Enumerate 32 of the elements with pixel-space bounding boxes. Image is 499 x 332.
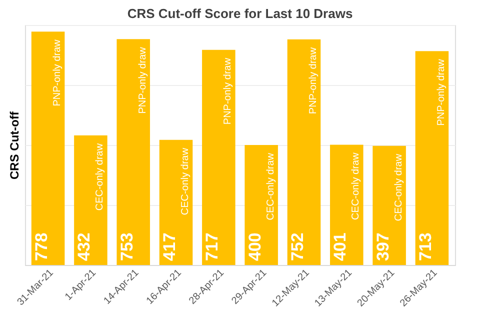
annotation: CEC-only draw	[94, 142, 106, 211]
annotation: CEC-only draw	[265, 152, 276, 220]
annotation: PNP-only draw	[137, 46, 148, 114]
y-axis-title: CRS Cut-off	[8, 110, 22, 180]
annotation: CEC-only draw	[393, 153, 404, 222]
bar	[74, 135, 108, 265]
annotation: PNP-only draw	[52, 38, 64, 106]
data-label: 417	[160, 232, 180, 261]
data-label: 753	[117, 232, 136, 261]
annotation: CEC-only draw	[350, 152, 362, 220]
bar	[159, 140, 193, 265]
bar	[244, 145, 278, 265]
data-label: 713	[416, 232, 435, 261]
data-label: 401	[330, 232, 350, 261]
annotation: PNP-only draw	[308, 46, 319, 114]
data-label: 752	[288, 232, 307, 261]
data-label: 432	[74, 232, 94, 261]
bar	[31, 32, 65, 265]
bar	[287, 39, 321, 265]
bar	[330, 144, 364, 265]
bar	[116, 39, 150, 265]
data-label: 778	[32, 232, 52, 261]
data-label: 717	[202, 232, 222, 261]
data-label: 400	[245, 232, 264, 261]
data-label: 397	[373, 232, 392, 261]
bar	[415, 51, 449, 265]
annotation: PNP-only draw	[222, 57, 234, 125]
chart-title: CRS Cut-off Score for Last 10 Draws	[127, 6, 353, 21]
bar	[202, 50, 236, 265]
bar	[372, 146, 406, 265]
annotation: PNP-only draw	[436, 58, 447, 126]
annotation: CEC-only draw	[180, 147, 192, 216]
